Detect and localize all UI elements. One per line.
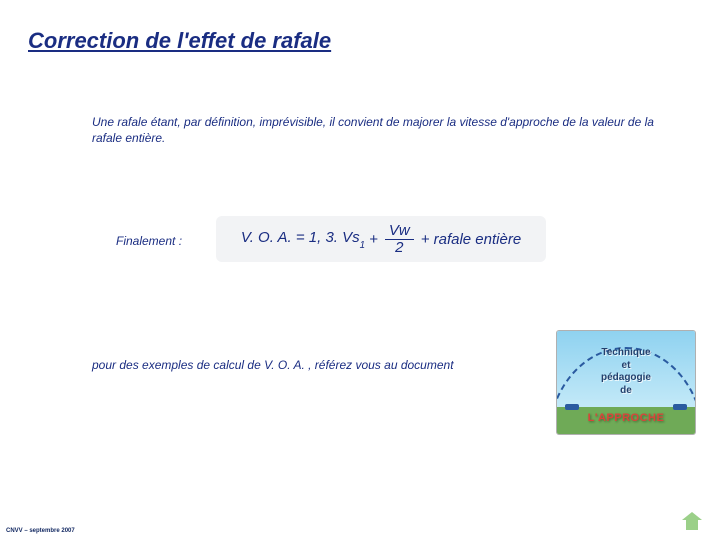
formula: V. O. A. = 1, 3. Vs1 + Vw 2 + rafale ent… bbox=[241, 223, 521, 256]
thumb-plane-left-icon bbox=[565, 404, 579, 410]
home-body-icon bbox=[686, 520, 698, 530]
home-icon[interactable] bbox=[682, 512, 702, 530]
page-title: Correction de l'effet de rafale bbox=[28, 28, 331, 54]
formula-tail: + rafale entière bbox=[421, 231, 521, 248]
formula-lead: V. O. A. = 1, 3. Vs1 bbox=[241, 229, 365, 249]
formula-box: V. O. A. = 1, 3. Vs1 + Vw 2 + rafale ent… bbox=[216, 216, 546, 262]
document-thumbnail[interactable]: Technique et pédagogie de L'APPROCHE bbox=[556, 330, 696, 435]
finalement-label: Finalement : bbox=[116, 234, 182, 248]
thumb-plane-right-icon bbox=[673, 404, 687, 410]
fraction-numerator: Vw bbox=[385, 223, 414, 240]
formula-plus: + bbox=[369, 231, 378, 248]
fraction-denominator: 2 bbox=[391, 240, 407, 256]
intro-text: Une rafale étant, par définition, imprév… bbox=[92, 115, 660, 146]
thumb-caption: Technique et pédagogie de bbox=[557, 347, 695, 397]
formula-fraction: Vw 2 bbox=[385, 223, 414, 256]
home-roof-icon bbox=[682, 512, 702, 520]
footer-text: CNVV – septembre 2007 bbox=[6, 528, 75, 534]
thumb-title: L'APPROCHE bbox=[557, 412, 695, 424]
examples-text: pour des exemples de calcul de V. O. A. … bbox=[92, 358, 454, 372]
